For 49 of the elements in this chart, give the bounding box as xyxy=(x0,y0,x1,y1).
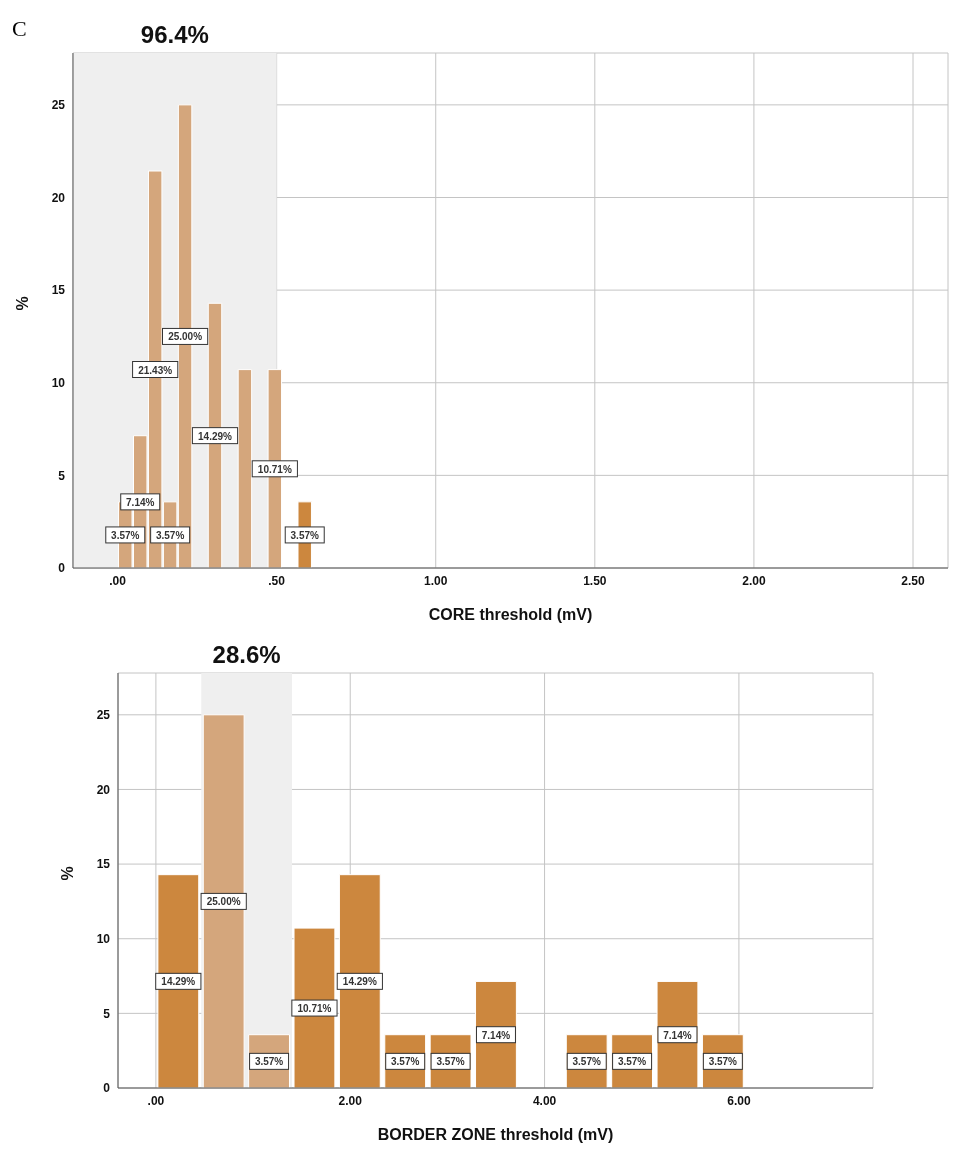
data-label: 3.57% xyxy=(436,1056,465,1068)
x-tick-label: 2.00 xyxy=(742,573,766,588)
data-label: 21.43% xyxy=(138,364,173,376)
y-tick-label: 0 xyxy=(103,1081,111,1096)
y-tick-label: 0 xyxy=(58,561,66,576)
x-axis-title: CORE threshold (mV) xyxy=(428,606,593,623)
y-tick-label: 15 xyxy=(51,283,66,298)
y-tick-label: 10 xyxy=(51,376,66,391)
y-tick-label: 20 xyxy=(96,782,111,797)
data-label: 25.00% xyxy=(168,331,203,343)
y-tick-label: 20 xyxy=(51,190,66,205)
data-label: 7.14% xyxy=(481,1029,511,1041)
y-axis-title: % xyxy=(58,866,76,881)
data-label: 7.14% xyxy=(663,1029,692,1041)
text: C xyxy=(12,16,27,42)
y-tick-label: 25 xyxy=(51,98,66,113)
data-label: 7.14% xyxy=(126,496,155,508)
x-tick-label: 1.50 xyxy=(583,573,607,588)
data-label: 3.57% xyxy=(391,1056,420,1068)
band-label: 96.4% xyxy=(140,21,209,48)
y-tick-label: 5 xyxy=(58,468,66,483)
x-tick-label: 6.00 xyxy=(727,1093,751,1108)
data-label: 3.57% xyxy=(617,1056,647,1068)
data-label: 10.71% xyxy=(257,463,292,475)
band-label: 28.6% xyxy=(212,641,281,668)
y-tick-label: 5 xyxy=(103,1006,111,1021)
y-axis-title: % xyxy=(13,296,31,311)
x-tick-label: 1.00 xyxy=(424,573,448,588)
y-tick-label: 25 xyxy=(96,708,111,723)
data-label: 14.29% xyxy=(161,976,196,988)
x-axis-title: BORDER ZONE threshold (mV) xyxy=(377,1126,614,1143)
data-label: 3.57% xyxy=(254,1056,284,1068)
data-label: 3.57% xyxy=(155,529,185,541)
data-label: 3.57% xyxy=(290,529,320,541)
data-label: 3.57% xyxy=(111,529,140,541)
data-label: 14.29% xyxy=(198,430,233,442)
x-tick-label: .50 xyxy=(268,573,286,588)
data-label: 14.29% xyxy=(342,976,377,988)
x-tick-label: .00 xyxy=(109,573,127,588)
y-tick-label: 10 xyxy=(96,931,111,946)
y-tick-label: 15 xyxy=(96,857,111,872)
data-label: 25.00% xyxy=(206,896,241,908)
x-tick-label: 2.00 xyxy=(338,1093,363,1108)
x-tick-label: 4.00 xyxy=(532,1093,557,1108)
x-tick-label: .00 xyxy=(147,1093,165,1108)
data-label: 3.57% xyxy=(708,1056,738,1068)
data-label: 10.71% xyxy=(297,1003,332,1015)
data-label: 3.57% xyxy=(572,1056,601,1068)
x-tick-label: 2.50 xyxy=(901,573,925,588)
